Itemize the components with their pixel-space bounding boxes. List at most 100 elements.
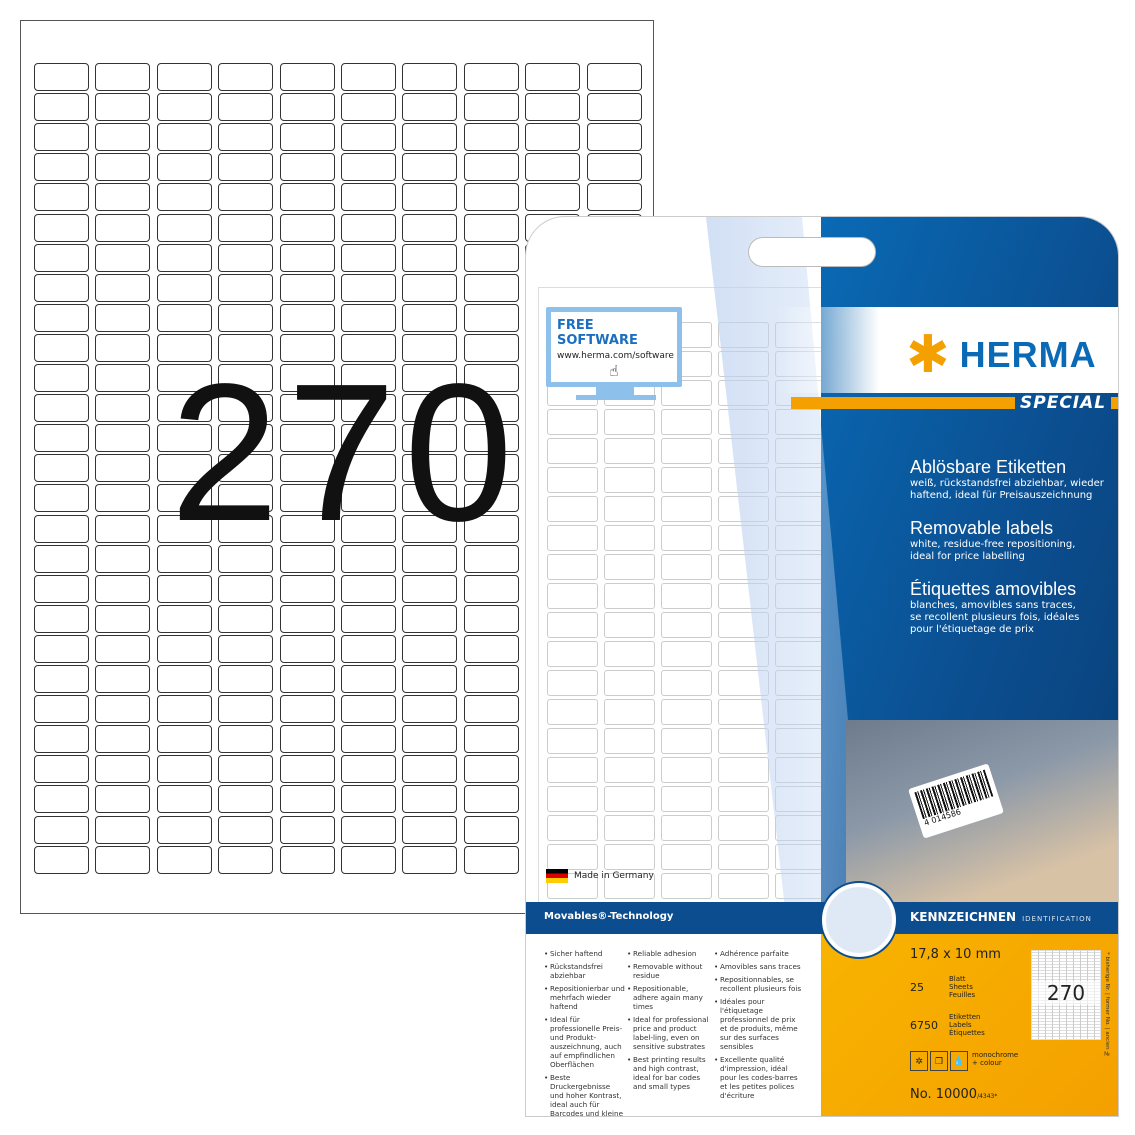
label-cell (95, 755, 151, 784)
label-cell (279, 725, 335, 754)
article-number: No. 10000/4343* (910, 1087, 997, 1102)
label-cell (34, 364, 89, 392)
label-cell (218, 755, 274, 784)
label-cell (463, 364, 519, 392)
label-cell (279, 183, 335, 212)
label-cell (586, 123, 642, 152)
label-cell (34, 484, 89, 513)
thumb-count: 270 (1032, 981, 1100, 1005)
label-cell (341, 424, 396, 453)
label-cell (156, 243, 212, 272)
features-en: Reliable adhesion Removable without resid… (627, 949, 709, 1095)
label-cell (586, 63, 642, 91)
label-cell (156, 634, 212, 663)
label-cell (402, 845, 458, 874)
package-label-cell (661, 467, 712, 493)
package-label-cell (547, 525, 598, 551)
printer-compatibility: ✲ ❐ 💧 monochrome + colour (910, 1051, 1018, 1071)
feature-item: Excellente qualité d'impression, idéal p… (714, 1055, 804, 1100)
label-cell (218, 123, 274, 152)
label-cell (463, 454, 519, 483)
label-cell (156, 123, 212, 152)
label-cell (156, 213, 212, 242)
subtitle-line: blanches, amovibles sans traces, (910, 600, 1076, 611)
label-cell (218, 815, 274, 844)
package-label-cell (547, 612, 598, 638)
label-cell (95, 574, 151, 603)
label-cell (34, 544, 89, 573)
subtitle-line: white, residue-free repositioning, (910, 539, 1076, 550)
package-label-cell (604, 525, 655, 551)
label-cell (341, 785, 396, 814)
label-cell (463, 725, 519, 754)
label-cell (279, 484, 335, 513)
package-label-cell (604, 612, 655, 638)
title-de: Ablösbare Etiketten weiß, rückstandsfrei… (910, 457, 1104, 502)
package-label-cell (604, 699, 655, 725)
orange-bar (791, 397, 1015, 409)
label-cell (218, 153, 274, 182)
label-cell (218, 574, 274, 603)
label-cell (402, 303, 458, 332)
label-cell (402, 454, 458, 483)
label-cell (95, 815, 151, 844)
package-label-cell (604, 467, 655, 493)
label-cell (402, 243, 458, 272)
software-url[interactable]: www.herma.com/software (557, 351, 674, 361)
label-cell (156, 273, 212, 302)
label-cell (156, 424, 212, 453)
label-cell (341, 484, 396, 513)
label-cell (279, 364, 335, 392)
package-label-cell (661, 815, 712, 841)
label-cell (156, 333, 212, 362)
label-cell (34, 574, 89, 603)
label-cell (95, 243, 151, 272)
label-cell (218, 213, 274, 242)
sheet-thumbnail: 270 (1031, 950, 1101, 1040)
monitor-base (576, 395, 656, 400)
subtitle-line: haftend, ideal für Preisauszeichnung (910, 490, 1093, 501)
label-cell (402, 93, 458, 122)
subtitle-line: pour l'étiquetage de prix (910, 624, 1034, 635)
brand-name: HERMA (959, 334, 1097, 375)
feature-item: Repositionierbar und mehrfach wieder haf… (544, 984, 626, 1011)
label-cell (279, 815, 335, 844)
label-cell (341, 243, 396, 272)
made-in-text: Made in Germany (574, 871, 654, 881)
label-cell (402, 424, 458, 453)
feature-item: Ideal für professionelle Preis- und Prod… (544, 1015, 626, 1069)
label-cell (463, 243, 519, 272)
label-cell (279, 785, 335, 814)
label-cell (156, 183, 212, 212)
feature-item: Beste Druckergebnisse und hoher Kontrast… (544, 1073, 626, 1116)
label-cell (34, 634, 89, 663)
label-cell (402, 514, 458, 543)
label-cell (463, 815, 519, 844)
label-cell (402, 213, 458, 242)
label-cell (95, 63, 151, 91)
label-cell (218, 183, 274, 212)
product-line: SPECIAL (1020, 393, 1107, 413)
label-cell (341, 394, 396, 423)
feature-item: Best printing results and high contrast,… (627, 1055, 709, 1091)
label-total: 6750 (910, 1019, 938, 1032)
free-software-badge[interactable]: FREE SOFTWARE www.herma.com/software ☝ (546, 307, 682, 387)
label-cell (463, 845, 519, 874)
label-cell (95, 213, 151, 242)
label-cell (95, 604, 151, 633)
label-cell (525, 123, 581, 152)
label-cell (279, 303, 335, 332)
package-label-cell (661, 786, 712, 812)
label-fr: Étiquettes (949, 1029, 985, 1037)
label-cell (34, 123, 89, 152)
label-cell (341, 303, 396, 332)
logo-band (776, 307, 1118, 393)
label-cell (34, 424, 89, 453)
label-cell (463, 93, 519, 122)
label-cell (34, 93, 89, 122)
feature-item: Reliable adhesion (627, 949, 709, 958)
label-cell (218, 424, 274, 453)
label-cell (34, 665, 89, 693)
label-cell (95, 725, 151, 754)
label-cell (402, 153, 458, 182)
